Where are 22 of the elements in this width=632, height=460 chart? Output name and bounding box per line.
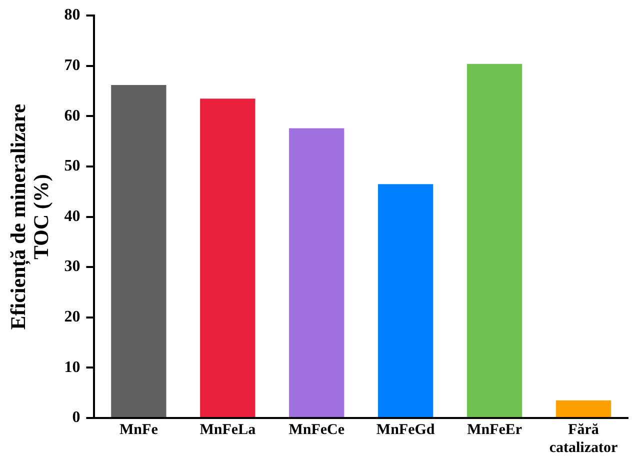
x-tick-label: MnFeLa — [200, 422, 256, 438]
y-tick-label: 40 — [64, 208, 80, 225]
y-tick-label: 10 — [64, 358, 80, 376]
bar — [378, 184, 434, 417]
y-axis-title: Eficiență de mineralizare TOC (%) — [6, 104, 54, 330]
y-tick-label: 0 — [72, 409, 80, 426]
x-tick-label: Fără catalizator — [549, 422, 618, 456]
x-tick-label: MnFeCe — [288, 422, 345, 438]
y-tick-label: 60 — [64, 107, 80, 124]
y-tick-label: 30 — [64, 258, 80, 276]
x-tick-label: MnFeEr — [467, 422, 522, 438]
y-tick-label: 50 — [64, 158, 80, 175]
y-tick-label: 80 — [64, 6, 80, 24]
x-tick-label: MnFe — [120, 422, 158, 438]
bar — [111, 85, 166, 417]
bar — [289, 128, 344, 417]
y-tick-label: 20 — [64, 308, 80, 326]
bar — [556, 400, 612, 417]
bar — [200, 98, 256, 417]
bar — [466, 64, 522, 417]
y-tick-label: 70 — [64, 57, 80, 74]
x-tick-label: MnFeGd — [376, 422, 436, 438]
